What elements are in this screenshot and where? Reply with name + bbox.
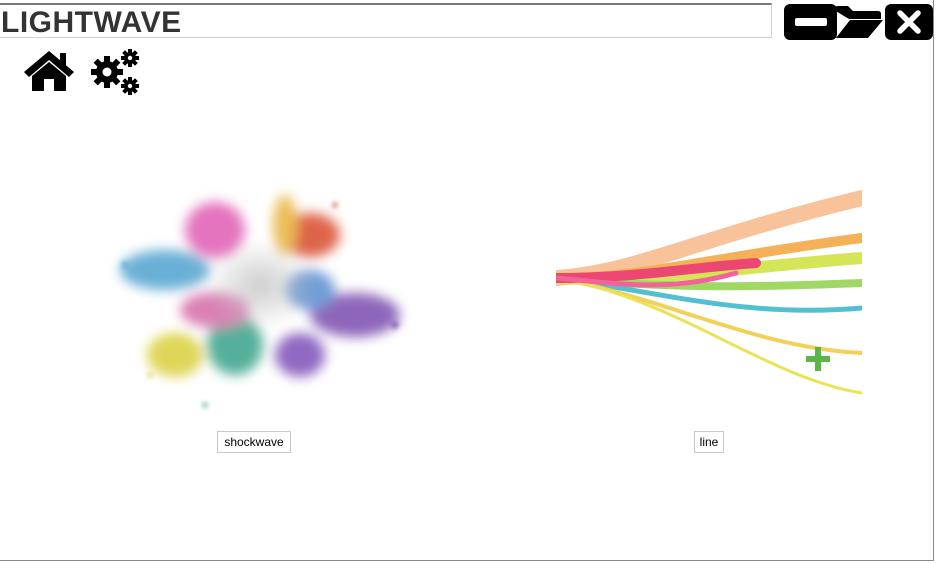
- folder-icon: [834, 6, 883, 38]
- line-thumbnail[interactable]: [556, 178, 862, 403]
- card-label[interactable]: line: [694, 431, 724, 453]
- home-icon: [24, 51, 74, 91]
- color-powder-explosion-image: [120, 195, 400, 408]
- gears-icon: [91, 49, 139, 95]
- home-button[interactable]: [23, 48, 75, 97]
- settings-button[interactable]: [89, 48, 143, 101]
- title-bar: LIGHTWAVE: [0, 3, 772, 39]
- shockwave-thumbnail[interactable]: [95, 175, 415, 420]
- close-button[interactable]: [885, 4, 933, 40]
- minimize-icon: [794, 18, 827, 26]
- rainbow-light-lines-image: [556, 190, 862, 395]
- open-folder-button[interactable]: [832, 4, 884, 40]
- card-label[interactable]: shockwave: [217, 431, 291, 453]
- app-title: LIGHTWAVE: [1, 6, 182, 39]
- close-icon: [897, 10, 921, 34]
- minimize-button[interactable]: [784, 4, 837, 40]
